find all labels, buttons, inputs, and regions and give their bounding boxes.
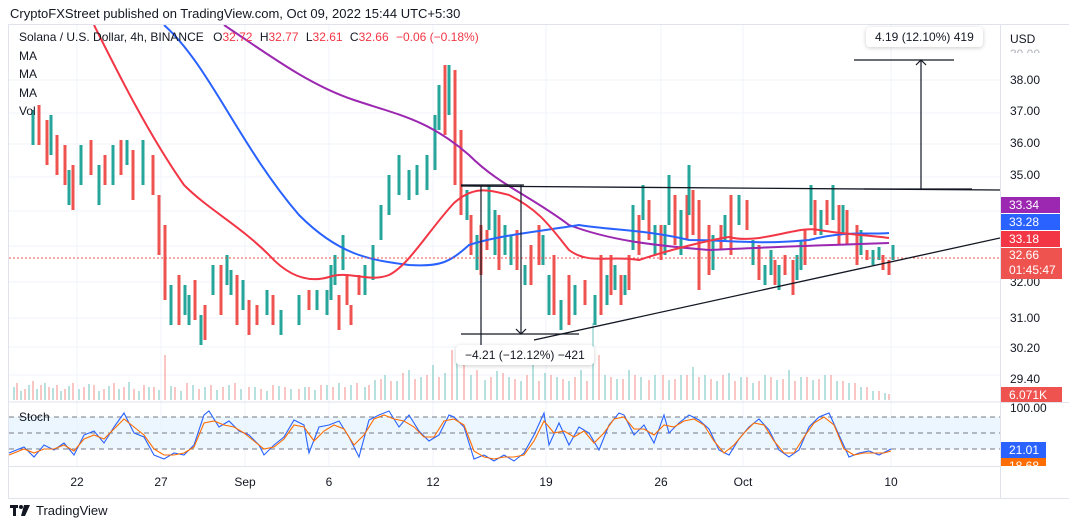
publish-header: CryptoFXStreet published on TradingView.… xyxy=(10,6,461,21)
ma-red-badge: 33.18 xyxy=(1001,231,1060,247)
ma-blue-badge: 33.28 xyxy=(1001,214,1060,230)
open-value: 32.72 xyxy=(222,30,253,44)
chart-legend: Solana / U.S. Dollar, 4h, BINANCE O32.72… xyxy=(19,28,479,121)
measure-up-label: 4.19 (12.10%) 419 xyxy=(866,27,983,47)
indicator-ma-3[interactable]: MA xyxy=(19,85,37,100)
ma-purple-badge: 33.34 xyxy=(1001,197,1060,213)
stoch-label[interactable]: Stoch xyxy=(19,410,50,424)
stoch-tick: 100.00 xyxy=(1010,401,1047,415)
price-tick: 29.40 xyxy=(1010,372,1041,386)
stoch-d-line xyxy=(9,414,892,460)
high-value: 32.77 xyxy=(268,30,299,44)
tradingview-logo-icon xyxy=(10,504,30,516)
support-trendline[interactable] xyxy=(533,237,1000,341)
brand-label[interactable]: TradingView xyxy=(36,503,108,518)
ma-blue-line xyxy=(163,25,890,267)
time-label: 6 xyxy=(325,475,333,489)
last-price-badge: 32.66 01:45:47 xyxy=(1001,248,1062,279)
measure-down-tool xyxy=(461,184,579,345)
price-plot[interactable] xyxy=(9,25,1000,466)
price-tick: 37.00 xyxy=(1010,104,1041,118)
stoch-k-badge: 21.01 xyxy=(1001,442,1046,458)
time-axis[interactable]: 22 27 Sep 6 12 19 26 Oct 10 xyxy=(9,466,1000,499)
price-tick: 35.00 xyxy=(1010,168,1041,182)
indicator-ma-1[interactable]: MA xyxy=(19,48,37,63)
volume-badge: 6.071K xyxy=(1001,387,1062,403)
time-label: 12 xyxy=(426,475,440,489)
measure-up-tool xyxy=(854,59,972,190)
time-label: 22 xyxy=(70,475,84,489)
last-price-value: 32.66 xyxy=(1009,248,1040,262)
change-value: −0.06 (−0.18%) xyxy=(395,30,479,44)
currency-label: USD xyxy=(1010,32,1036,46)
price-tick: 36.00 xyxy=(1010,136,1041,150)
symbol-title[interactable]: Solana / U.S. Dollar, 4h, BINANCE xyxy=(19,30,204,44)
time-label: 27 xyxy=(154,475,168,489)
time-label: Sep xyxy=(234,475,256,489)
time-label: 19 xyxy=(539,475,553,489)
ma-purple-line xyxy=(223,25,890,252)
price-tick: 30.20 xyxy=(1010,341,1041,355)
bar-countdown: 01:45:47 xyxy=(1009,263,1056,277)
time-label: Oct xyxy=(733,475,753,489)
chart-frame: Solana / U.S. Dollar, 4h, BINANCE O32.72… xyxy=(8,24,1069,499)
price-tick: 31.00 xyxy=(1010,311,1041,325)
price-tick: 39.00 xyxy=(1010,47,1040,53)
time-label: 10 xyxy=(884,475,898,489)
indicator-ma-2[interactable]: MA xyxy=(19,67,37,81)
price-tick: 38.00 xyxy=(1010,73,1041,87)
symbol-row: Solana / U.S. Dollar, 4h, BINANCE O32.72… xyxy=(19,30,479,44)
stoch-d-badge: 18.68 xyxy=(1001,458,1046,466)
low-value: 32.61 xyxy=(312,30,343,44)
indicator-volume[interactable]: Vol xyxy=(19,104,36,118)
volume-bars xyxy=(13,323,890,400)
price-axis[interactable]: USD 39.00 38.00 37.00 36.00 35.00 32.00 … xyxy=(1000,25,1069,498)
measure-down-label: −4.21 (−12.12%) −421 xyxy=(456,345,594,365)
footer: TradingView xyxy=(10,503,108,518)
ma-red-line xyxy=(93,25,890,281)
close-value: 32.66 xyxy=(358,30,389,44)
time-label: 26 xyxy=(654,475,668,489)
